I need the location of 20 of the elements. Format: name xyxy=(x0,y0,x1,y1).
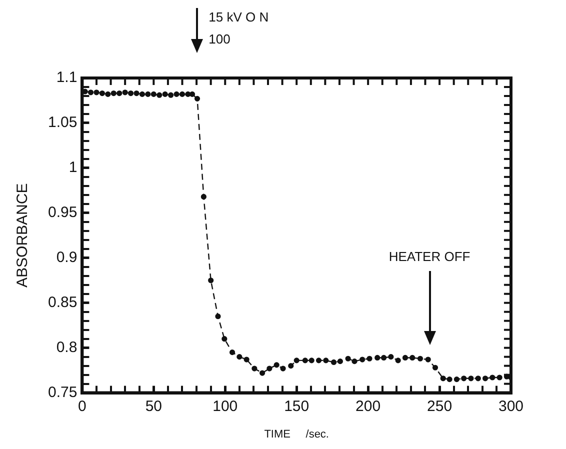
y-tick-label: 0.85 xyxy=(48,294,78,311)
y-tick-label: 0.9 xyxy=(56,249,78,266)
y-tick-label: 0.75 xyxy=(48,384,78,401)
x-tick-label: 0 xyxy=(78,398,86,415)
x-tick-label: 150 xyxy=(284,398,310,415)
y-axis-title: ABSORBANCE xyxy=(14,183,32,288)
x-axis-title: TIME /sec. xyxy=(264,428,329,440)
x-tick-label: 300 xyxy=(498,398,524,415)
x-tick-label: 100 xyxy=(212,398,238,415)
y-tick-label: 0.8 xyxy=(56,338,78,356)
x-tick-label: 200 xyxy=(356,398,381,415)
y-tick-label: 0.95 xyxy=(48,204,78,222)
annotation: HEATER OFF xyxy=(388,249,470,264)
y-tick-label: 1.1 xyxy=(56,69,78,86)
x-tick-label: 250 xyxy=(427,398,452,415)
text: 100 xyxy=(208,32,230,47)
y-tick-label: 1.05 xyxy=(48,114,78,132)
text: 15 kV O N xyxy=(208,10,269,25)
y-tick-label: 1 xyxy=(68,159,78,176)
x-tick-label: 50 xyxy=(145,398,162,415)
